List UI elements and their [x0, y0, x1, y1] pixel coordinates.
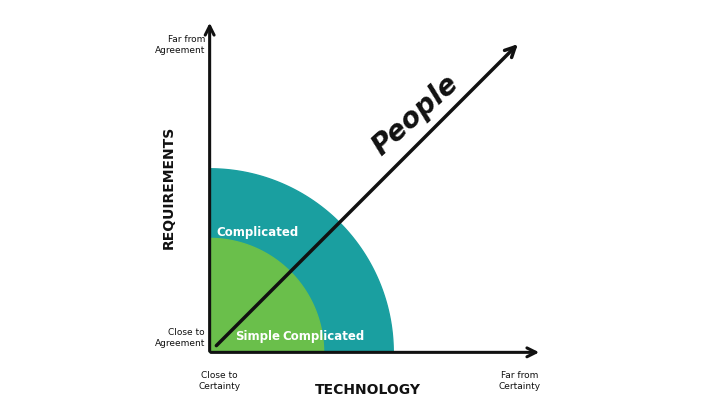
Text: TECHNOLOGY: TECHNOLOGY: [315, 383, 421, 398]
Text: People: People: [366, 69, 464, 161]
Polygon shape: [210, 238, 323, 352]
Text: Close to
Agreement: Close to Agreement: [155, 328, 205, 348]
Text: Close to
Certainty: Close to Certainty: [198, 371, 240, 391]
Text: Simple: Simple: [235, 330, 279, 343]
Polygon shape: [210, 200, 361, 352]
Text: REQUIREMENTS: REQUIREMENTS: [161, 126, 176, 249]
Text: Far from
Certainty: Far from Certainty: [499, 371, 541, 391]
Text: Far from
Agreement: Far from Agreement: [155, 35, 205, 55]
Polygon shape: [210, 169, 393, 352]
Text: Complicated: Complicated: [282, 330, 365, 343]
Text: Complicated: Complicated: [216, 225, 298, 239]
